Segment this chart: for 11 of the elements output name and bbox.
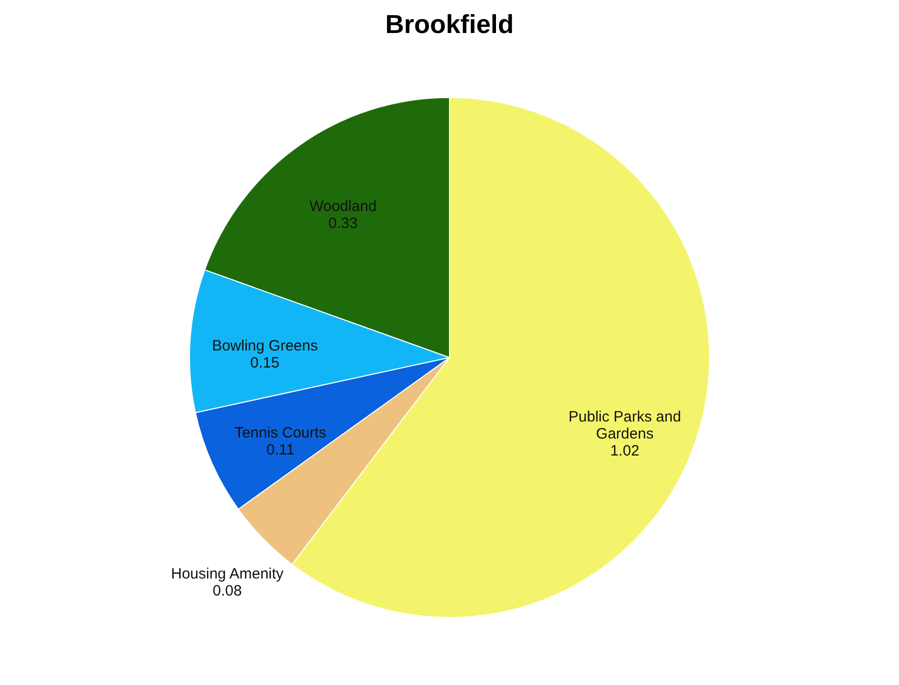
slice-label: Tennis Courts (234, 424, 326, 442)
slice-label: Bowling Greens (212, 337, 318, 354)
chart-title: Brookfield (385, 9, 514, 39)
data-label: 1.02 (610, 442, 640, 460)
slice-label: Woodland (309, 198, 377, 216)
data-label: 0.15 (250, 354, 280, 372)
data-label: 0.08 (212, 582, 242, 600)
data-label: 0.33 (328, 215, 358, 232)
slice-label: Housing Amenity (170, 566, 284, 583)
data-label: 0.11 (266, 442, 294, 459)
slice-label: Public Parks and Gardens (568, 408, 682, 443)
